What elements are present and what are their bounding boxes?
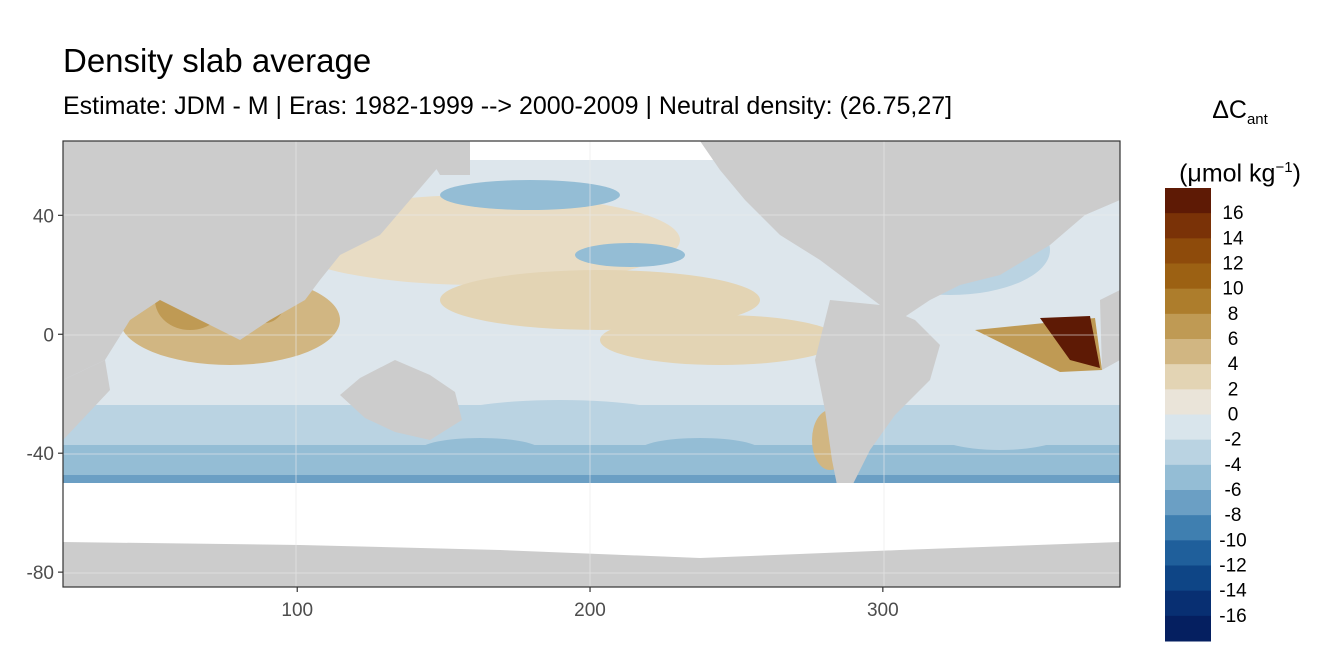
legend-label: -14 (1219, 581, 1247, 602)
legend-label: 16 (1222, 203, 1243, 224)
legend-label: 8 (1228, 304, 1239, 325)
legend-label: 12 (1222, 254, 1243, 275)
land-eurasia-africa-west (63, 141, 460, 380)
legend-label: -10 (1219, 530, 1246, 551)
north-pacific-cold (575, 243, 685, 267)
southern-band-dark (63, 475, 1120, 483)
x-axis: 100 200 300 (281, 587, 899, 621)
legend-swatch (1165, 540, 1211, 566)
legend-label: -12 (1219, 556, 1246, 577)
legend-swatch (1165, 188, 1211, 214)
kuroshio-cold (440, 180, 620, 210)
legend-title: ΔCant (μmol kg−1) (1160, 86, 1320, 197)
legend-swatch (1165, 339, 1211, 365)
legend-unit: (μmol kg (1179, 159, 1276, 188)
legend-label: -4 (1225, 455, 1242, 476)
y-tick-label: -80 (27, 563, 54, 584)
y-axis: 40 0 -40 -80 (27, 206, 63, 584)
legend-swatch (1165, 238, 1211, 264)
legend-swatch (1165, 263, 1211, 290)
south-pacific-cold (440, 400, 680, 440)
legend-swatch (1165, 414, 1211, 441)
ice-band (63, 483, 1120, 542)
legend-swatch (1165, 565, 1211, 592)
land-antarctica (63, 542, 1120, 587)
legend-swatch (1165, 464, 1211, 491)
chart-title: Density slab average (63, 42, 372, 79)
land-africa-east-edge (1100, 290, 1120, 370)
legend-swatch (1165, 288, 1211, 315)
legend-unit-sup: −1 (1275, 159, 1293, 176)
legend-label: 14 (1222, 228, 1244, 249)
gridlines (63, 141, 1120, 587)
land-africa-south (63, 360, 110, 440)
south-pacific-cold-3 (640, 438, 760, 462)
south-atlantic-cold (930, 410, 1070, 450)
legend-label: 10 (1222, 279, 1243, 300)
legend-swatch (1165, 615, 1211, 642)
x-tick-label: 100 (281, 600, 313, 621)
legend-label: -2 (1225, 430, 1242, 451)
land-australia (340, 360, 462, 440)
east-pacific-warm (600, 315, 840, 365)
land-kamchatka (420, 141, 470, 175)
legend-label: -16 (1219, 606, 1246, 627)
legend-swatch (1165, 313, 1211, 340)
legend-swatch (1165, 364, 1211, 390)
legend-label: 2 (1228, 379, 1239, 400)
legend-swatch (1165, 389, 1211, 415)
land-south-america (815, 300, 940, 500)
legend-swatch (1165, 439, 1211, 466)
land-masses (63, 141, 1120, 587)
legend-swatch (1165, 213, 1211, 239)
legend-unit-end: ) (1292, 159, 1301, 188)
y-tick-label: -40 (27, 444, 54, 465)
legend-var-sub: ant (1246, 111, 1268, 128)
y-tick-label: 40 (33, 206, 54, 227)
legend-label: 0 (1228, 405, 1239, 426)
chart-subtitle: Estimate: JDM - M | Eras: 1982-1999 --> … (63, 92, 953, 120)
legend-label: -6 (1225, 480, 1242, 501)
land-north-america (700, 141, 1120, 320)
legend-label: -8 (1225, 505, 1242, 526)
map-panel (62, 140, 1121, 588)
legend-var: ΔC (1212, 96, 1247, 124)
legend-swatch (1165, 515, 1211, 541)
legend-swatch (1165, 590, 1211, 617)
y-tick-label: 0 (43, 325, 54, 346)
legend-swatch (1165, 490, 1211, 516)
southern-band-mid (63, 445, 1120, 480)
south-pacific-cold-2 (420, 438, 540, 462)
legend-colorbar: 16 14 12 10 8 6 4 2 0 -2 -4 -6 -8 -10 -12 -14 -16 (1165, 188, 1247, 642)
x-tick-label: 300 (867, 600, 899, 621)
legend-label: 6 (1228, 329, 1239, 350)
equatorial-pacific-warm (440, 270, 760, 330)
x-tick-label: 200 (574, 600, 606, 621)
gulf-of-guinea-hotspot (1040, 316, 1100, 368)
panel-border (62, 140, 1121, 588)
legend-label: 4 (1228, 354, 1239, 375)
